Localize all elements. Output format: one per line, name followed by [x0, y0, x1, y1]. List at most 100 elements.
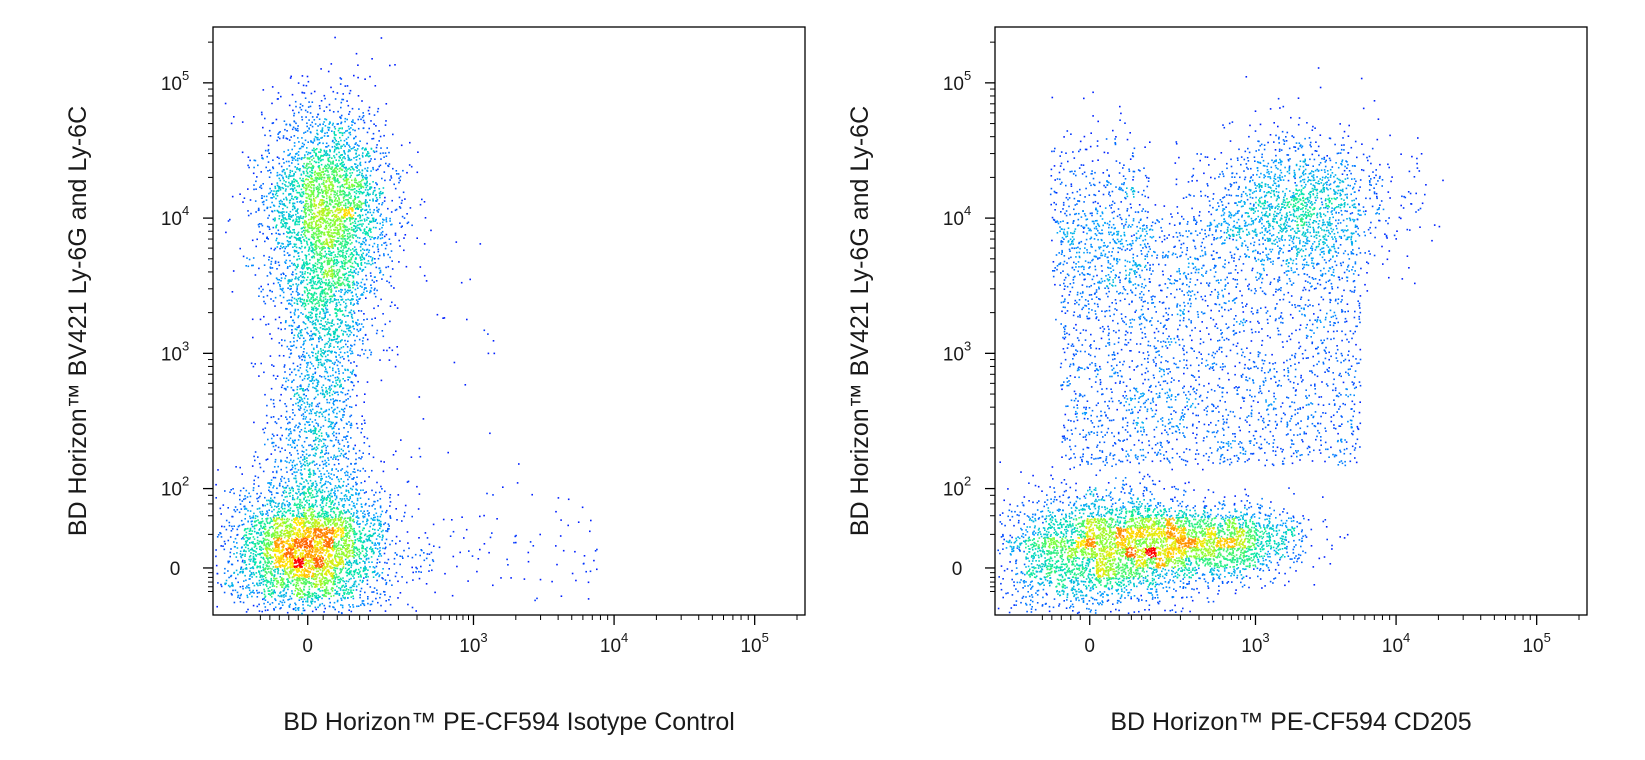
data-point	[288, 605, 290, 607]
data-point	[268, 214, 270, 217]
data-point	[239, 550, 242, 553]
data-point	[270, 596, 273, 598]
data-point	[270, 190, 273, 192]
data-point	[383, 254, 385, 257]
data-point	[301, 544, 303, 547]
data-point	[364, 148, 367, 150]
data-point	[279, 233, 281, 236]
data-point	[328, 178, 331, 180]
data-point	[334, 179, 336, 181]
data-point	[379, 152, 382, 155]
data-point	[349, 519, 351, 522]
data-point	[241, 560, 244, 563]
data-point	[317, 206, 320, 209]
data-point	[339, 569, 342, 571]
data-point	[353, 312, 356, 314]
data-point	[310, 208, 312, 211]
data-point	[280, 165, 283, 168]
data-point	[325, 552, 327, 554]
data-point	[220, 536, 223, 538]
data-point	[327, 232, 329, 234]
data-point	[311, 169, 313, 171]
data-point	[333, 169, 336, 171]
data-point	[335, 567, 337, 570]
data-point	[291, 262, 293, 265]
data-point	[360, 576, 362, 578]
data-point	[301, 266, 303, 268]
data-point	[359, 561, 361, 564]
data-point	[384, 547, 386, 550]
data-point	[299, 177, 301, 180]
data-point	[350, 309, 353, 312]
data-point	[298, 217, 300, 220]
data-point	[287, 243, 289, 246]
data-point	[266, 503, 269, 506]
data-point	[282, 546, 285, 549]
data-point	[376, 110, 379, 113]
plot-frame	[212, 26, 806, 616]
data-point	[332, 577, 335, 580]
data-point	[346, 214, 349, 217]
data-point	[348, 197, 351, 199]
data-point	[310, 203, 312, 206]
data-point	[277, 510, 280, 513]
data-point	[321, 211, 323, 214]
data-point	[257, 164, 259, 167]
data-point	[304, 97, 307, 99]
data-point	[364, 524, 367, 526]
data-point	[296, 167, 298, 169]
data-point	[303, 233, 305, 235]
data-point	[378, 551, 380, 553]
data-point	[244, 560, 246, 562]
data-point	[242, 559, 244, 562]
data-point	[264, 496, 266, 499]
data-point	[298, 599, 301, 601]
data-point	[361, 547, 363, 550]
data-point	[297, 584, 300, 587]
data-point	[318, 219, 320, 222]
data-point	[280, 211, 282, 214]
data-point	[331, 529, 333, 532]
data-point	[314, 123, 317, 125]
data-point	[315, 161, 317, 164]
data-point	[291, 195, 293, 198]
data-point	[265, 534, 268, 537]
data-point	[277, 241, 279, 244]
data-point	[327, 496, 329, 499]
data-point	[338, 516, 340, 518]
data-point	[274, 591, 276, 593]
data-point	[333, 271, 335, 273]
data-point	[281, 521, 284, 524]
data-point	[313, 530, 316, 533]
data-point	[275, 225, 277, 228]
data-point	[308, 181, 311, 183]
data-point	[269, 266, 272, 269]
data-point	[338, 243, 340, 246]
data-point	[292, 490, 294, 492]
data-point	[301, 251, 303, 253]
data-point	[423, 559, 426, 562]
data-point	[328, 541, 330, 544]
data-point	[326, 273, 328, 275]
data-point	[288, 227, 290, 230]
data-point	[267, 587, 270, 590]
data-point	[335, 261, 337, 264]
data-point	[344, 174, 347, 177]
data-point	[343, 544, 346, 546]
data-point	[336, 92, 339, 94]
data-point	[361, 294, 363, 296]
data-point	[381, 177, 383, 180]
data-point	[269, 521, 271, 524]
data-point	[336, 544, 339, 547]
data-point	[306, 262, 308, 264]
data-point	[339, 243, 342, 245]
data-point	[326, 195, 328, 197]
data-point	[361, 202, 363, 205]
data-point	[310, 193, 312, 196]
data-point	[348, 271, 350, 273]
data-point	[337, 229, 340, 231]
data-point	[316, 220, 318, 223]
data-point	[258, 570, 260, 572]
data-point	[270, 518, 273, 521]
data-point	[320, 278, 323, 280]
